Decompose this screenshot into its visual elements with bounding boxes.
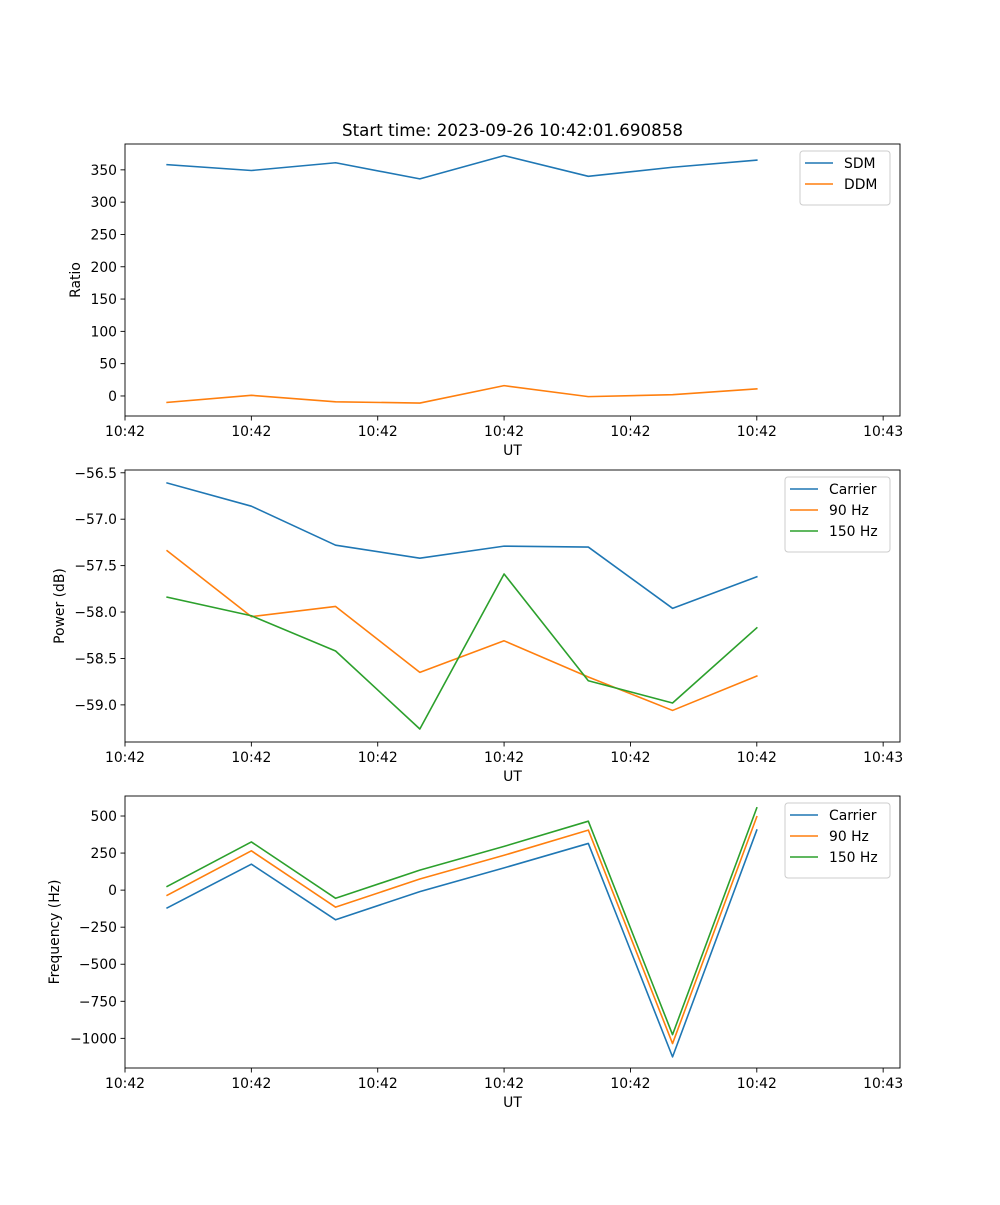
x-tick-label: 10:42 (105, 750, 145, 766)
x-tick-label: 10:42 (105, 424, 145, 440)
x-tick-label: 10:42 (358, 1076, 398, 1092)
legend-label: 90 Hz (829, 829, 869, 845)
y-tick-label: −57.5 (74, 559, 117, 575)
x-tick-label: 10:43 (863, 750, 903, 766)
y-tick-label: 0 (108, 883, 117, 899)
x-tick-label: 10:42 (105, 1076, 145, 1092)
y-tick-label: −58.5 (74, 651, 117, 667)
legend-box (784, 476, 891, 553)
y-axis-label: Power (dB) (52, 568, 68, 644)
series-line-ddm (166, 384, 758, 404)
x-tick-label: 10:42 (737, 424, 777, 440)
legend-label: 150 Hz (829, 850, 878, 866)
x-tick-label: 10:43 (863, 1076, 903, 1092)
y-tick-label: −57.0 (74, 512, 117, 528)
x-tick-label: 10:42 (358, 750, 398, 766)
x-tick-label: 10:43 (863, 424, 903, 440)
y-tick-label: 100 (90, 324, 117, 340)
x-tick-label: 10:42 (484, 424, 524, 440)
y-axis-label: Ratio (68, 262, 84, 298)
legend: Carrier 90 Hz 150 Hz (784, 802, 891, 879)
y-axis-label: Frequency (Hz) (47, 880, 63, 985)
series-line-carrier (166, 829, 758, 1058)
y-tick-label: 300 (90, 195, 117, 211)
plot-frame (124, 469, 901, 743)
y-tick-label: 150 (90, 292, 117, 308)
legend-label: 150 Hz (829, 524, 878, 540)
figure-title: Start time: 2023-09-26 10:42:01.690858 (342, 120, 683, 140)
x-tick-label: 10:42 (610, 424, 650, 440)
x-tick-label: 10:42 (231, 424, 271, 440)
y-tick-label: 350 (90, 163, 117, 179)
series-line-90-hz (166, 815, 758, 1045)
x-tick-label: 10:42 (610, 1076, 650, 1092)
plot-frame (124, 795, 901, 1069)
chart-3: 10:42 10:42 10:42 10:42 10:42 10:42 10:43 −1000… (47, 795, 903, 1111)
y-tick-label: −750 (79, 994, 117, 1010)
x-tick-label: 10:42 (358, 424, 398, 440)
y-tick-label: 200 (90, 260, 117, 276)
chart-2: 10:42 10:42 10:42 10:42 10:42 10:42 10:43 −59.0… (52, 466, 903, 785)
legend-label: 90 Hz (829, 503, 869, 519)
x-tick-label: 10:42 (610, 750, 650, 766)
series-line-150-hz (166, 806, 758, 1036)
x-tick-label: 10:42 (484, 1076, 524, 1092)
legend-label: Carrier (829, 808, 877, 824)
x-tick-label: 10:42 (737, 1076, 777, 1092)
y-tick-label: −1000 (70, 1031, 117, 1047)
x-axis-label: UT (503, 769, 522, 785)
legend-label: Carrier (829, 482, 877, 498)
legend-box (799, 150, 891, 206)
x-tick-label: 10:42 (484, 750, 524, 766)
x-tick-label: 10:42 (737, 750, 777, 766)
series-line-sdm (166, 154, 758, 180)
y-tick-label: −56.5 (74, 466, 117, 482)
series-line-carrier (166, 482, 758, 610)
y-tick-label: 500 (90, 809, 117, 825)
y-tick-label: −250 (79, 920, 117, 936)
x-axis-label: UT (503, 443, 522, 459)
y-tick-label: −500 (79, 957, 117, 973)
legend-label: DDM (844, 177, 877, 193)
y-tick-label: 250 (90, 846, 117, 862)
legend-label: SDM (844, 156, 876, 172)
x-tick-label: 10:42 (231, 750, 271, 766)
legend: SDM DDM (799, 150, 891, 206)
y-tick-label: −58.0 (74, 605, 117, 621)
y-tick-label: 50 (99, 357, 117, 373)
x-axis-label: UT (503, 1095, 522, 1111)
legend-box (784, 802, 891, 879)
legend: Carrier 90 Hz 150 Hz (784, 476, 891, 553)
x-tick-label: 10:42 (231, 1076, 271, 1092)
y-tick-label: 0 (108, 389, 117, 405)
plot-frame (124, 143, 901, 417)
series-line-150-hz (166, 573, 758, 730)
y-tick-label: −59.0 (74, 698, 117, 714)
chart-1: 10:42 10:42 10:42 10:42 10:42 10:42 10:43 0 50 10… (68, 143, 903, 459)
series-line-90-hz (165, 549, 758, 712)
y-tick-label: 250 (90, 227, 117, 243)
